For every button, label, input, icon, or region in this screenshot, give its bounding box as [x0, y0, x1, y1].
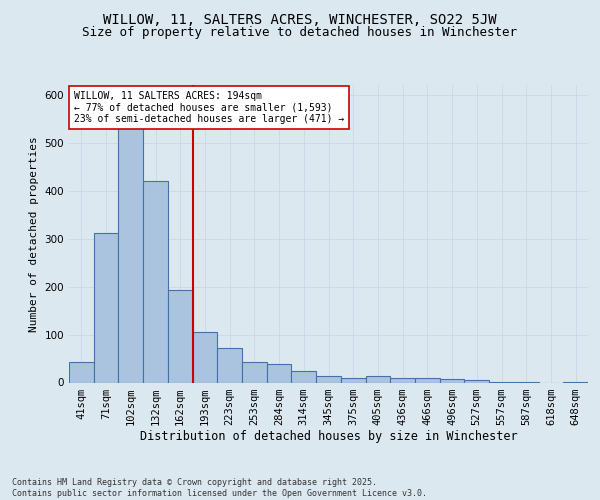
Bar	[440, 378, 464, 382]
Bar	[143, 181, 168, 382]
Bar	[168, 290, 193, 382]
Bar	[316, 376, 341, 382]
Bar	[292, 370, 316, 382]
Bar	[217, 348, 242, 382]
Bar	[390, 378, 415, 382]
Text: WILLOW, 11 SALTERS ACRES: 194sqm
← 77% of detached houses are smaller (1,593)
23: WILLOW, 11 SALTERS ACRES: 194sqm ← 77% o…	[74, 91, 344, 124]
Bar	[193, 332, 217, 382]
X-axis label: Distribution of detached houses by size in Winchester: Distribution of detached houses by size …	[140, 430, 517, 444]
Bar	[365, 376, 390, 382]
Bar	[69, 362, 94, 382]
Bar	[341, 378, 365, 382]
Text: Size of property relative to detached houses in Winchester: Size of property relative to detached ho…	[83, 26, 517, 39]
Bar	[464, 380, 489, 382]
Text: WILLOW, 11, SALTERS ACRES, WINCHESTER, SO22 5JW: WILLOW, 11, SALTERS ACRES, WINCHESTER, S…	[103, 12, 497, 26]
Text: Contains HM Land Registry data © Crown copyright and database right 2025.
Contai: Contains HM Land Registry data © Crown c…	[12, 478, 427, 498]
Bar	[415, 378, 440, 382]
Bar	[94, 233, 118, 382]
Bar	[242, 362, 267, 382]
Y-axis label: Number of detached properties: Number of detached properties	[29, 136, 39, 332]
Bar	[118, 126, 143, 382]
Bar	[267, 364, 292, 382]
